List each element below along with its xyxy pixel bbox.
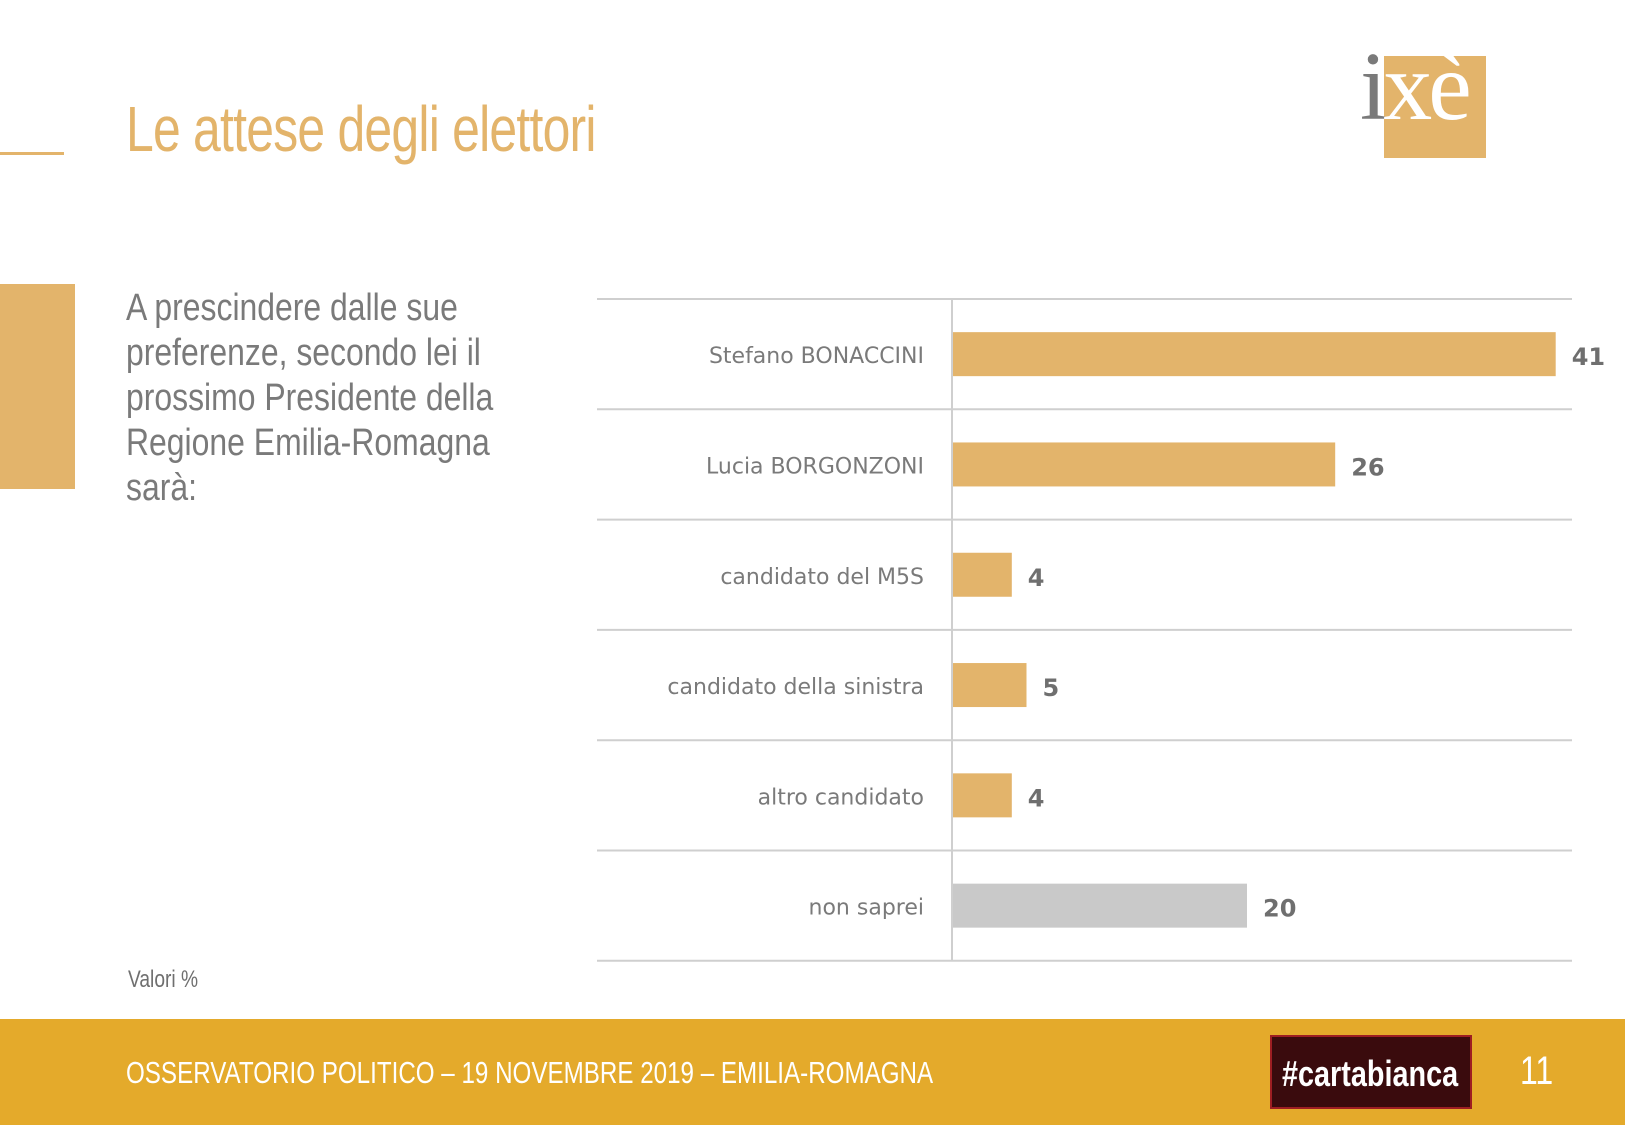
cartabianca-badge: #cartabianca <box>1270 1035 1472 1109</box>
footer-bar: OSSERVATORIO POLITICO – 19 NOVEMBRE 2019… <box>0 1019 1625 1125</box>
category-label: non saprei <box>809 896 924 921</box>
data-label: 41 <box>1572 343 1605 371</box>
title-accent-rule <box>0 152 64 155</box>
bar <box>953 883 1247 928</box>
survey-question: A prescindere dalle sue preferenze, seco… <box>126 287 494 509</box>
page-title: Le attese degli elettori <box>126 93 596 165</box>
data-label: 26 <box>1351 453 1384 481</box>
logo-text: ixè <box>1360 33 1472 141</box>
side-accent-block <box>0 284 75 489</box>
ixe-logo: ixè <box>1360 38 1490 160</box>
data-label: 20 <box>1263 895 1296 923</box>
category-label: candidato del M5S <box>720 565 924 590</box>
bar <box>953 332 1556 377</box>
category-label: altro candidato <box>758 785 924 810</box>
data-label: 4 <box>1028 564 1045 592</box>
bar-chart: Stefano BONACCINI 41 Lucia BORGONZONI 26 can… <box>597 298 1605 962</box>
bar <box>953 663 1027 708</box>
units-note: Valori % <box>128 966 199 993</box>
category-label: Stefano BONACCINI <box>709 344 924 369</box>
bar <box>953 442 1336 487</box>
footer-text: OSSERVATORIO POLITICO – 19 NOVEMBRE 2019… <box>126 1055 934 1090</box>
bar <box>953 552 1012 597</box>
category-label: Lucia BORGONZONI <box>706 454 924 479</box>
logo-box <box>1384 56 1486 158</box>
brand-label: #cartabianca <box>1282 1053 1459 1094</box>
category-label: candidato della sinistra <box>667 675 924 700</box>
page-number: 11 <box>1520 1049 1554 1093</box>
data-label: 5 <box>1043 674 1060 702</box>
bar <box>953 773 1012 818</box>
data-label: 4 <box>1028 784 1045 812</box>
